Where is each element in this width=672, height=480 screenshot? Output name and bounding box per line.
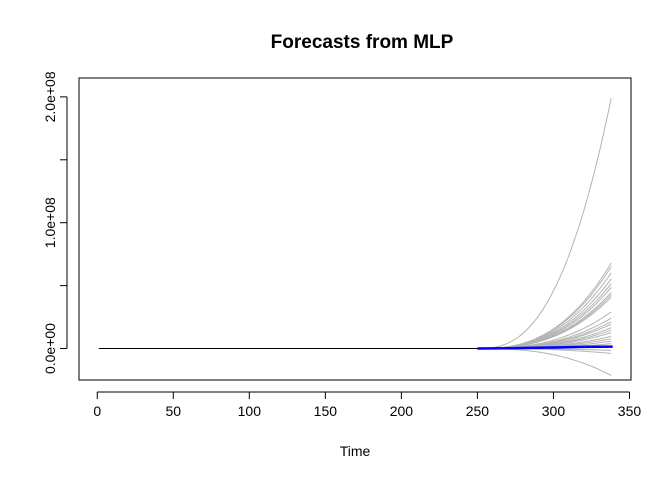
plot-frame bbox=[78, 77, 632, 381]
x-tick-label: 300 bbox=[542, 403, 566, 419]
forecast-path-line bbox=[477, 97, 612, 349]
x-tick-label: 150 bbox=[314, 403, 338, 419]
x-tick-label: 50 bbox=[165, 403, 181, 419]
mean-forecast-line bbox=[477, 345, 613, 350]
x-axis: 0 50 100 150 200 250 300 350 bbox=[93, 391, 642, 419]
x-tick-label: 250 bbox=[466, 403, 490, 419]
x-tick-label: 100 bbox=[238, 403, 262, 419]
forecast-paths bbox=[477, 97, 612, 376]
forecast-path-line bbox=[477, 348, 612, 376]
x-tick-label: 200 bbox=[390, 403, 414, 419]
y-tick-label: 1.0e+08 bbox=[42, 197, 58, 248]
y-axis: 0.0e+00 1.0e+08 2.0e+08 bbox=[42, 71, 68, 374]
x-tick-label: 0 bbox=[93, 403, 101, 419]
chart-title: Forecasts from MLP bbox=[271, 32, 454, 53]
x-axis-label: Time bbox=[340, 443, 371, 459]
y-tick-label: 0.0e+00 bbox=[42, 323, 58, 374]
y-tick-label: 2.0e+08 bbox=[42, 71, 58, 122]
mean-forecast-series bbox=[477, 345, 613, 350]
x-tick-label: 350 bbox=[618, 403, 642, 419]
